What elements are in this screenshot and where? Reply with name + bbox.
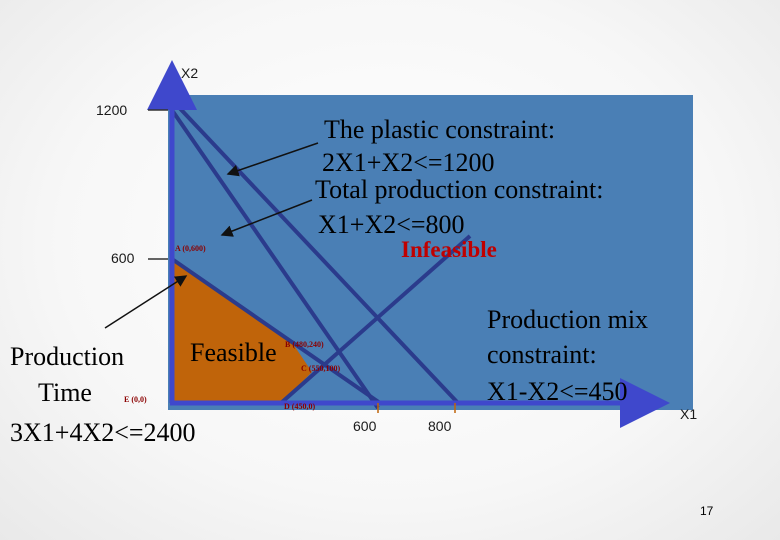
total-production-line xyxy=(170,98,460,405)
y-axis-label: X2 xyxy=(181,65,199,81)
time-constraint-formula: 3X1+4X2<=2400 xyxy=(10,418,196,447)
production-time-line xyxy=(170,257,382,405)
time-annotation-arrow xyxy=(104,275,188,329)
mix-constraint-formula: X1-X2<=450 xyxy=(487,377,628,406)
y-tick-label-600: 600 xyxy=(111,250,135,266)
plastic-constraint-formula: 2X1+X2<=1200 xyxy=(322,148,495,177)
plastic-constraint-title: The plastic constraint: xyxy=(324,115,556,144)
time-constraint-subtitle: Time xyxy=(38,378,92,407)
time-constraint-title: Production xyxy=(10,342,125,371)
mix-constraint-title: Production mix xyxy=(487,305,649,334)
total-constraint-formula: X1+X2<=800 xyxy=(318,210,465,239)
plastic-annotation-arrow xyxy=(226,142,319,177)
point-a-label: A (0,600) xyxy=(175,244,206,253)
mix-constraint-subtitle: constraint: xyxy=(487,340,597,369)
plastic-constraint-line xyxy=(163,98,380,410)
feasible-region xyxy=(172,259,312,403)
production-mix-line xyxy=(279,234,472,405)
x-tick-label-800: 800 xyxy=(428,418,452,434)
x-axis-label: X1 xyxy=(680,406,698,422)
page-number: 17 xyxy=(700,504,714,518)
point-e-label: E (0,0) xyxy=(124,395,147,404)
y-tick-label-1200: 1200 xyxy=(96,102,128,118)
point-b-label: B (480,240) xyxy=(285,340,324,349)
feasible-label: Feasible xyxy=(190,338,277,367)
point-d-label: D (450,0) xyxy=(284,402,316,411)
point-c-label: C (550,100) xyxy=(301,364,341,373)
total-constraint-title: Total production constraint: xyxy=(315,175,604,204)
x-tick-label-600: 600 xyxy=(353,418,377,434)
infeasible-label: Infeasible xyxy=(401,237,497,262)
total-annotation-arrow xyxy=(220,199,313,237)
